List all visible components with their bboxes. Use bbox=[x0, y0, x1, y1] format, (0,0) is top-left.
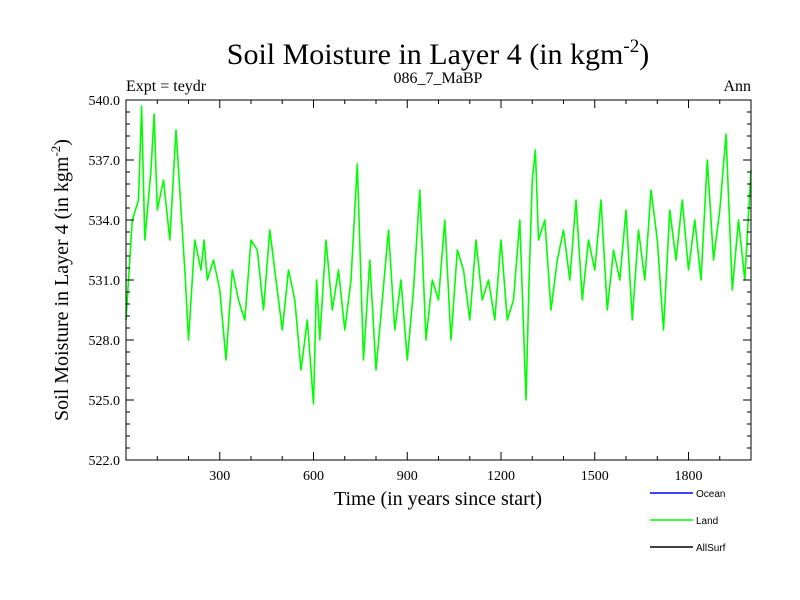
y-tick-label: 522.0 bbox=[89, 454, 121, 469]
y-tick-label: 525.0 bbox=[89, 394, 121, 409]
plot-frame bbox=[125, 99, 752, 461]
series-line-land bbox=[125, 105, 752, 405]
y-tick-label: 534.0 bbox=[89, 214, 121, 229]
axes-layer: 300 600 900 1200 1500 1800 522.0 525.0 528.0 531.… bbox=[89, 94, 752, 484]
x-axis-label: Time (in years since start) bbox=[334, 488, 542, 510]
y-tick-label: 531.0 bbox=[89, 274, 121, 289]
x-tick-label: 1200 bbox=[487, 469, 515, 484]
y-axis-label: Soil Moisture in Layer 4 (in kgm-2) bbox=[48, 139, 73, 421]
subtitle-right: Ann bbox=[723, 78, 751, 95]
series-layer bbox=[125, 105, 752, 405]
subtitle-left: Expt = teydr bbox=[126, 78, 207, 95]
x-tick-label: 300 bbox=[209, 469, 230, 484]
x-tick-label: 1800 bbox=[675, 469, 703, 484]
legend-label-allsurf: AllSurf bbox=[696, 543, 726, 554]
y-tick-label: 540.0 bbox=[89, 94, 121, 109]
y-tick-label: 537.0 bbox=[89, 154, 121, 169]
chart-title: Soil Moisture in Layer 4 (in kgm-2) bbox=[227, 36, 649, 71]
subtitle-center: 086_7_MaBP bbox=[394, 70, 483, 87]
legend: Ocean Land AllSurf bbox=[650, 489, 726, 554]
y-tick-label: 528.0 bbox=[89, 334, 121, 349]
x-tick-label: 900 bbox=[397, 469, 418, 484]
x-tick-label: 1500 bbox=[581, 469, 609, 484]
legend-label-ocean: Ocean bbox=[696, 489, 725, 500]
legend-label-land: Land bbox=[696, 516, 718, 527]
x-tick-label: 600 bbox=[303, 469, 324, 484]
